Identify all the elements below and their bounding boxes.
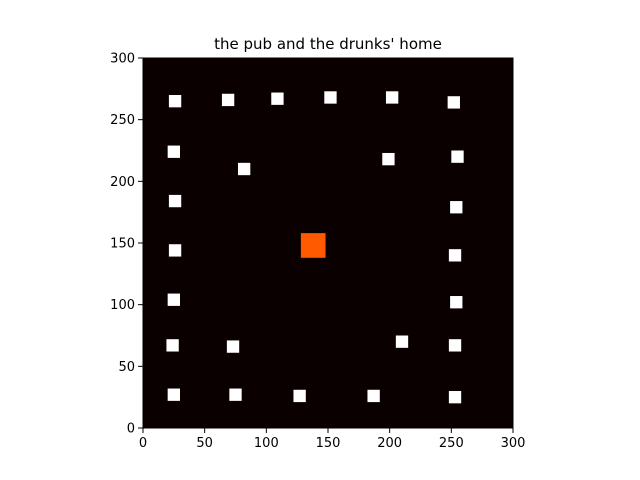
y-tick-label: 100 bbox=[110, 298, 135, 313]
home-marker bbox=[382, 152, 395, 166]
home-marker bbox=[450, 296, 463, 309]
home-marker bbox=[226, 340, 240, 353]
chart-title: the pub and the drunks' home bbox=[214, 35, 442, 53]
home-marker bbox=[447, 96, 460, 109]
home-marker bbox=[450, 201, 463, 214]
x-tick-label: 250 bbox=[439, 436, 464, 451]
home-marker bbox=[293, 389, 306, 403]
home-marker bbox=[237, 162, 251, 176]
x-tick-label: 200 bbox=[377, 436, 402, 451]
y-axis: 0 50 100 150 200 250 300 bbox=[110, 52, 143, 437]
home-marker bbox=[167, 145, 180, 158]
home-marker bbox=[166, 339, 179, 352]
x-tick-label: 300 bbox=[501, 436, 526, 451]
homes-layer bbox=[166, 91, 464, 404]
home-marker bbox=[168, 194, 182, 208]
y-tick-label: 150 bbox=[110, 237, 135, 252]
x-tick-label: 50 bbox=[196, 436, 213, 451]
home-marker bbox=[271, 92, 284, 105]
y-tick-label: 0 bbox=[127, 422, 135, 437]
y-tick-label: 200 bbox=[110, 175, 135, 190]
y-tick-label: 250 bbox=[110, 113, 135, 128]
x-axis: 0 50 100 150 200 250 300 bbox=[139, 428, 526, 451]
home-marker bbox=[395, 335, 409, 348]
x-tick-label: 150 bbox=[316, 436, 341, 451]
plot-area bbox=[143, 58, 513, 428]
home-marker bbox=[168, 95, 182, 108]
home-marker bbox=[367, 389, 380, 403]
pub-layer bbox=[300, 233, 326, 258]
home-marker bbox=[448, 339, 462, 352]
home-marker bbox=[168, 244, 182, 257]
home-marker bbox=[451, 150, 464, 163]
x-tick-label: 0 bbox=[139, 436, 147, 451]
home-marker bbox=[324, 91, 337, 104]
home-marker bbox=[448, 249, 462, 262]
home-marker bbox=[167, 388, 180, 401]
home-marker bbox=[229, 388, 242, 401]
home-marker bbox=[167, 293, 180, 306]
home-marker bbox=[448, 391, 462, 404]
y-tick-label: 50 bbox=[118, 360, 135, 375]
pub-marker bbox=[300, 233, 326, 258]
x-tick-label: 100 bbox=[254, 436, 279, 451]
home-marker bbox=[385, 91, 399, 104]
y-tick-label: 300 bbox=[110, 52, 135, 67]
home-marker bbox=[221, 93, 235, 107]
